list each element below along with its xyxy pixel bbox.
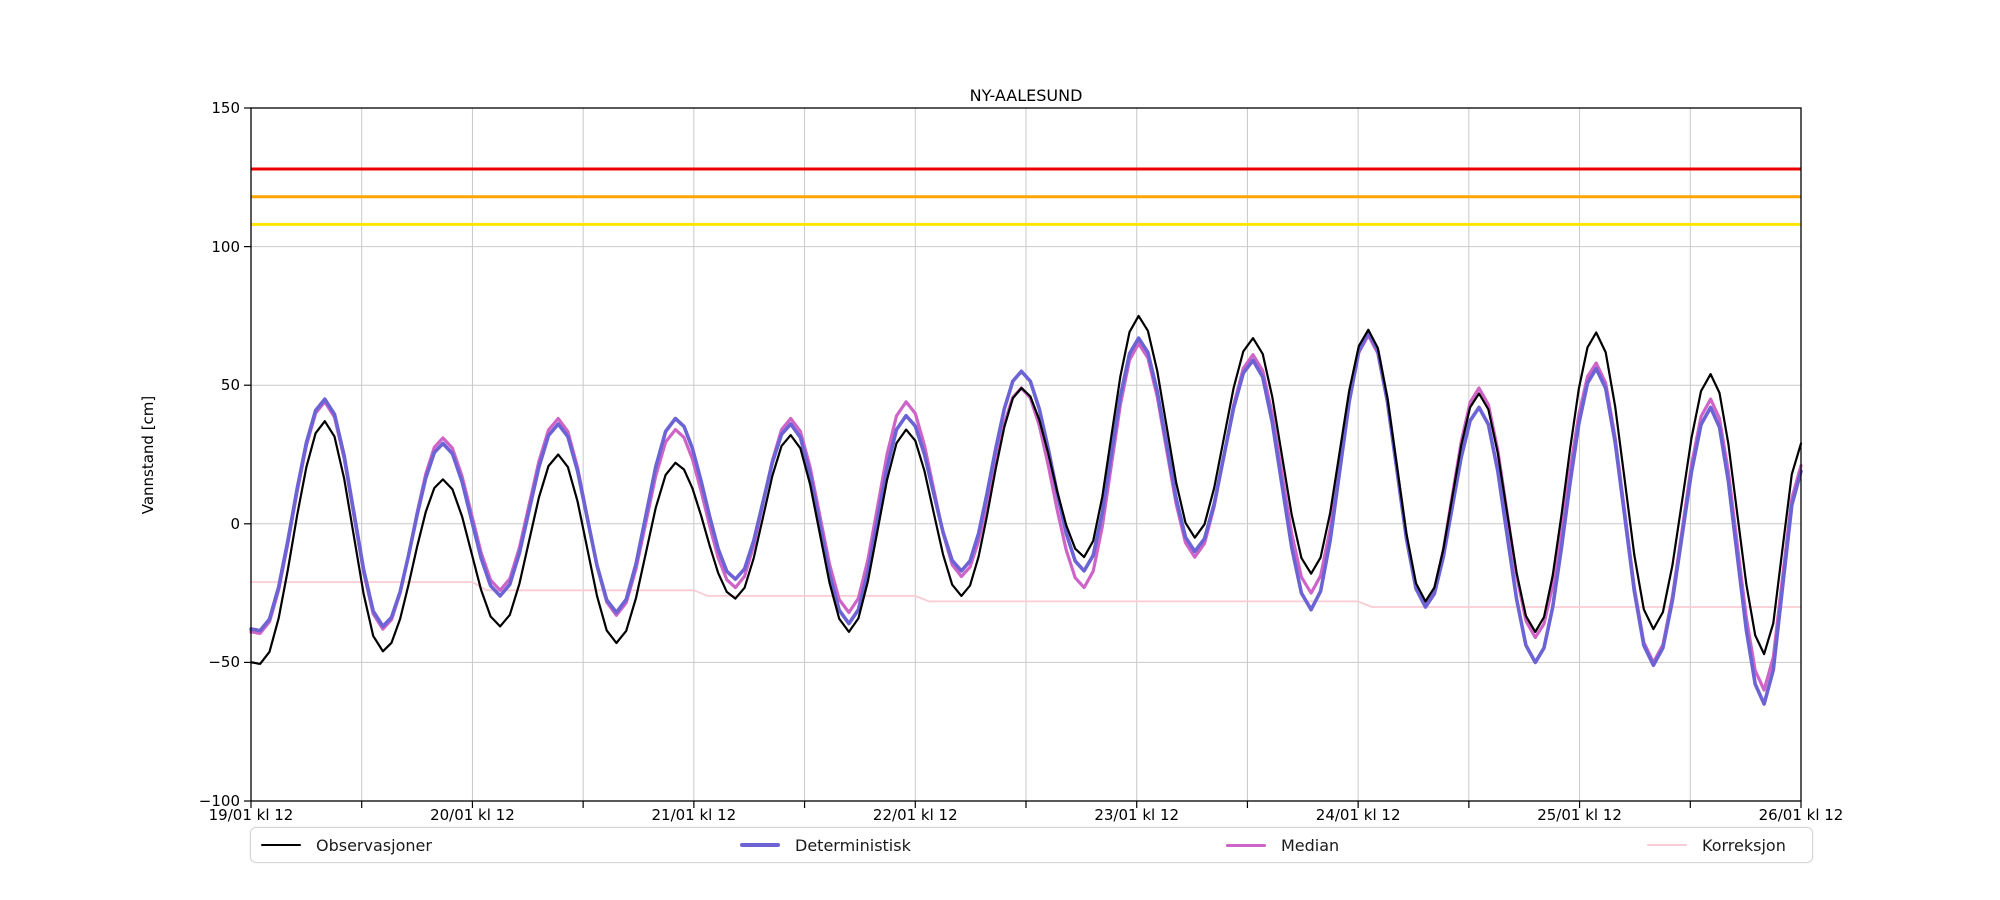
legend-entry-observasjoner: Observasjoner — [261, 828, 432, 862]
legend-entry-deterministisk: Deterministisk — [740, 828, 911, 862]
y-tick-label: 100 — [211, 237, 240, 256]
legend-entry-median: Median — [1226, 828, 1339, 862]
x-tick-label: 22/01 kl 12 — [872, 806, 958, 824]
x-tick-label: 25/01 kl 12 — [1537, 806, 1622, 824]
legend-label: Median — [1281, 835, 1340, 855]
x-tick-label: 24/01 kl 12 — [1315, 806, 1401, 824]
observasjoner-line-swatch — [261, 844, 301, 846]
legend-label: Deterministisk — [795, 835, 911, 855]
y-tick-label: −50 — [208, 653, 240, 672]
legend: Observasjoner Deterministisk Median Korr… — [250, 827, 1813, 863]
chart-title: NY-AALESUND — [969, 86, 1083, 105]
x-tick-label: 21/01 kl 12 — [651, 806, 737, 824]
korreksjon-line-swatch — [1647, 844, 1687, 846]
series-line-observasjoner — [249, 314, 1803, 665]
legend-label: Observasjoner — [316, 835, 432, 855]
legend-label: Korreksjon — [1702, 835, 1786, 855]
x-tick-label: 23/01 kl 12 — [1094, 806, 1180, 824]
x-tick-label: 19/01 kl 12 — [208, 806, 294, 824]
series-line-deterministisk — [249, 330, 1803, 706]
deterministisk-line-swatch — [740, 843, 780, 847]
y-tick-label: 50 — [220, 376, 240, 395]
x-tick-label: 26/01 kl 12 — [1758, 806, 1844, 824]
x-tick-label: 20/01 kl 12 — [430, 806, 515, 824]
y-tick-label: 0 — [230, 514, 240, 533]
legend-entry-korreksjon: Korreksjon — [1647, 828, 1786, 862]
y-tick-label: −100 — [198, 792, 240, 810]
y-tick-label: 150 — [211, 99, 240, 117]
median-line-swatch — [1226, 843, 1266, 847]
